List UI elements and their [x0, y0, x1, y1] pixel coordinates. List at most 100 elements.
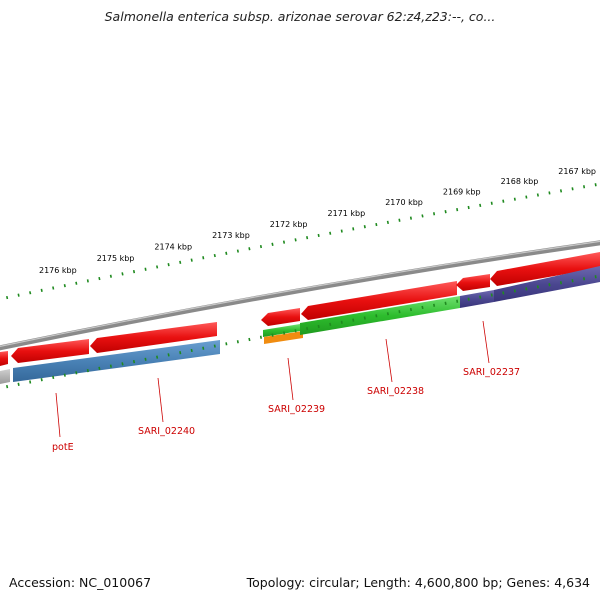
minor-tick: [375, 222, 378, 227]
minor-tick: [317, 233, 320, 238]
minor-tick: [386, 312, 389, 316]
minor-tick: [167, 353, 170, 357]
gene-block-grey[interactable]: [0, 369, 10, 384]
minor-tick: [86, 279, 89, 283]
minor-tick: [294, 238, 297, 242]
gene-label-sari-02240[interactable]: SARI_02240: [138, 426, 195, 437]
minor-tick: [352, 318, 355, 322]
leader-line: [287, 357, 294, 401]
leader-line: [385, 338, 393, 383]
minor-tick: [536, 285, 539, 289]
minor-tick: [409, 307, 412, 312]
gene-arrow-red[interactable]: [261, 308, 300, 326]
minor-tick: [225, 251, 228, 255]
minor-tick: [433, 303, 436, 307]
minor-tick: [559, 281, 562, 285]
minor-tick: [571, 187, 574, 191]
kbp-label: 2172 kbp: [270, 220, 308, 229]
minor-tick: [6, 384, 9, 389]
gene-block-purple[interactable]: [460, 290, 494, 308]
minor-tick: [179, 351, 182, 355]
minor-tick: [236, 340, 239, 344]
minor-tick: [513, 289, 516, 293]
minor-tick: [306, 236, 309, 240]
minor-tick: [352, 227, 355, 231]
minor-tick: [17, 293, 20, 297]
map-title: Salmonella enterica subsp. arizonae sero…: [104, 9, 496, 24]
minor-tick: [594, 183, 597, 187]
minor-tick: [271, 333, 274, 337]
minor-tick: [248, 247, 251, 251]
minor-tick: [283, 331, 286, 335]
minor-tick: [121, 272, 124, 276]
minor-tick: [29, 291, 32, 295]
minor-tick: [17, 382, 20, 386]
minor-tick: [52, 286, 55, 290]
minor-tick: [502, 199, 505, 203]
minor-tick: [109, 364, 112, 368]
backbone-ring: [0, 240, 600, 351]
minor-tick: [236, 249, 239, 253]
minor-tick: [490, 201, 493, 205]
minor-tick: [40, 288, 43, 292]
minor-tick: [225, 342, 228, 346]
minor-tick: [6, 295, 9, 300]
minor-tick: [479, 295, 482, 299]
kbp-label: 2168 kbp: [501, 177, 539, 186]
minor-tick: [329, 322, 332, 327]
minor-tick: [502, 291, 505, 295]
outer-tick-scale: [6, 183, 597, 300]
gene-label-potE[interactable]: potE: [52, 442, 74, 453]
gene-label-sari-02237[interactable]: SARI_02237: [463, 367, 520, 378]
minor-tick: [548, 191, 551, 195]
minor-tick: [340, 229, 343, 233]
minor-tick: [536, 193, 539, 197]
gene-arrow-red[interactable]: [0, 351, 8, 366]
gene-block-orange[interactable]: [264, 331, 303, 344]
minor-tick: [167, 263, 170, 267]
minor-tick: [179, 260, 182, 264]
gene-arrow-red[interactable]: [90, 322, 217, 353]
minor-tick: [202, 256, 205, 260]
minor-tick: [306, 327, 309, 331]
gene-block-blue[interactable]: [13, 340, 220, 382]
minor-tick: [98, 366, 101, 370]
minor-tick: [52, 375, 55, 380]
minor-tick: [513, 197, 516, 201]
accession-text: Accession: NC_010067: [9, 575, 152, 590]
minor-tick: [467, 205, 470, 210]
gene-arrow-red[interactable]: [301, 281, 457, 320]
kbp-label: 2167 kbp: [558, 167, 596, 176]
minor-tick: [386, 220, 389, 225]
gene-label-sari-02238[interactable]: SARI_02238: [367, 386, 424, 397]
minor-tick: [317, 324, 320, 329]
kbp-label: 2176 kbp: [39, 266, 77, 275]
minor-tick: [363, 225, 366, 229]
inner-tick-scale: [6, 275, 597, 389]
minor-tick: [213, 253, 216, 258]
gene-arrow-red[interactable]: [490, 252, 600, 286]
minor-tick: [559, 189, 563, 193]
minor-tick: [594, 275, 597, 279]
gene-arrow-red[interactable]: [11, 339, 89, 363]
minor-tick: [109, 274, 112, 278]
leader-line: [157, 377, 164, 423]
gene-arrow-red[interactable]: [456, 274, 490, 291]
minor-tick: [63, 373, 66, 377]
minor-tick: [75, 281, 78, 285]
minor-tick: [421, 305, 424, 310]
minor-tick: [409, 216, 412, 220]
kbp-label: 2174 kbp: [154, 243, 192, 252]
minor-tick: [63, 284, 66, 288]
minor-tick: [467, 297, 470, 301]
minor-tick: [444, 301, 447, 305]
gene-label-sari-02239[interactable]: SARI_02239: [268, 404, 325, 415]
forward-strand-features: [0, 252, 600, 366]
kbp-label: 2171 kbp: [328, 209, 366, 218]
minor-tick: [340, 320, 343, 324]
minor-tick: [121, 362, 124, 366]
minor-tick: [144, 357, 147, 361]
gene-block-purple[interactable]: [494, 266, 600, 302]
gene-block-green[interactable]: [300, 296, 460, 335]
